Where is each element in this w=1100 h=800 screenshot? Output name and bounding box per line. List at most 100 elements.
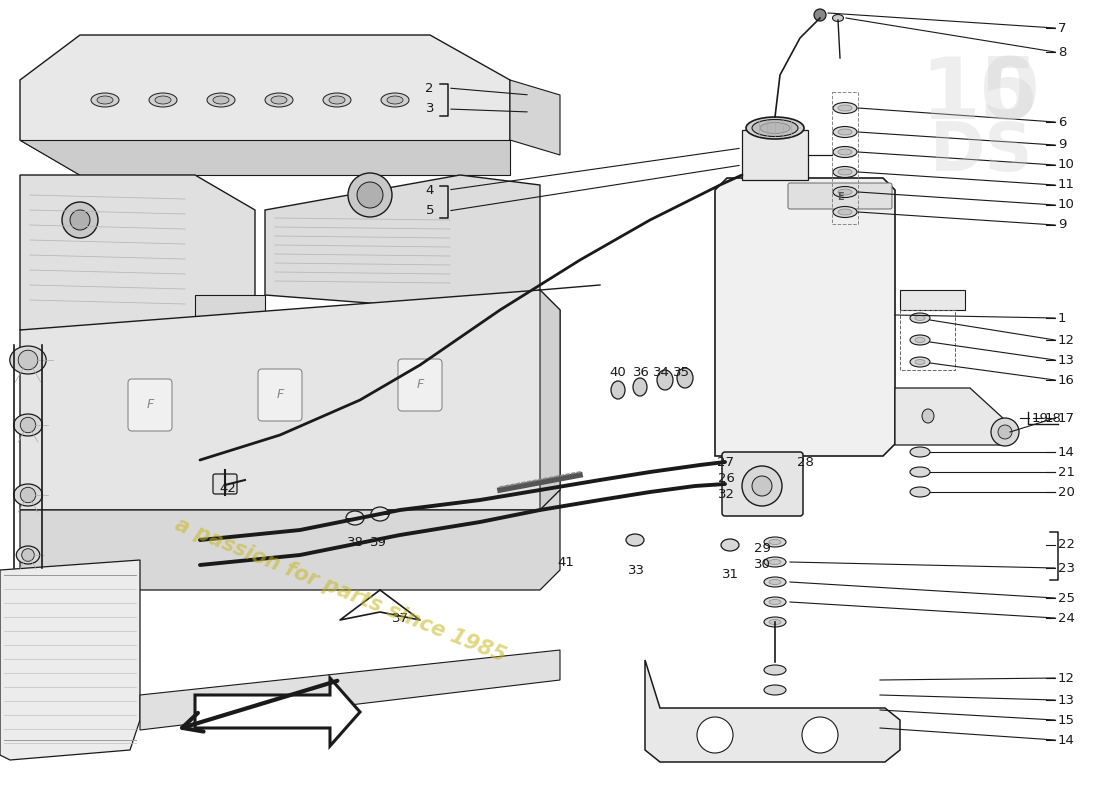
Text: 10: 10 — [1058, 198, 1075, 211]
Ellipse shape — [746, 117, 804, 139]
Text: 25: 25 — [1058, 591, 1075, 605]
Polygon shape — [195, 295, 265, 380]
Text: 42: 42 — [220, 482, 236, 494]
Text: 22: 22 — [1058, 538, 1075, 551]
Ellipse shape — [271, 96, 287, 104]
Ellipse shape — [381, 93, 409, 107]
Ellipse shape — [91, 93, 119, 107]
FancyBboxPatch shape — [722, 452, 803, 516]
Text: 11: 11 — [1058, 178, 1075, 191]
Polygon shape — [540, 290, 560, 510]
Text: 28: 28 — [796, 455, 813, 469]
Ellipse shape — [760, 122, 790, 134]
Ellipse shape — [764, 665, 786, 675]
Ellipse shape — [838, 105, 853, 111]
Ellipse shape — [764, 537, 786, 547]
Ellipse shape — [752, 119, 798, 137]
Text: 14: 14 — [1058, 446, 1075, 458]
Ellipse shape — [915, 359, 925, 365]
Ellipse shape — [838, 129, 853, 135]
Ellipse shape — [764, 685, 786, 695]
Text: F: F — [417, 378, 424, 391]
Ellipse shape — [329, 96, 345, 104]
Polygon shape — [0, 560, 140, 760]
Ellipse shape — [915, 315, 925, 321]
Circle shape — [742, 466, 782, 506]
Ellipse shape — [20, 418, 35, 433]
Text: 21: 21 — [1058, 466, 1075, 478]
Circle shape — [70, 210, 90, 230]
Polygon shape — [20, 290, 560, 510]
Ellipse shape — [676, 368, 693, 388]
Text: 7: 7 — [1058, 22, 1067, 34]
FancyBboxPatch shape — [398, 359, 442, 411]
Text: 39: 39 — [370, 535, 386, 549]
Ellipse shape — [22, 549, 34, 562]
FancyBboxPatch shape — [788, 183, 892, 209]
Text: 12: 12 — [1058, 334, 1075, 346]
Ellipse shape — [769, 539, 781, 545]
Polygon shape — [900, 290, 965, 310]
Text: 5: 5 — [426, 205, 434, 218]
Text: 27: 27 — [717, 455, 735, 469]
Circle shape — [697, 717, 733, 753]
Polygon shape — [140, 650, 560, 730]
Circle shape — [62, 202, 98, 238]
Ellipse shape — [910, 335, 930, 345]
Ellipse shape — [764, 597, 786, 607]
Text: 3: 3 — [426, 102, 434, 115]
Ellipse shape — [323, 93, 351, 107]
Text: 14: 14 — [1058, 734, 1075, 746]
Ellipse shape — [833, 186, 857, 198]
Polygon shape — [742, 130, 808, 180]
Ellipse shape — [657, 370, 673, 390]
FancyBboxPatch shape — [213, 474, 236, 494]
Text: F: F — [146, 398, 154, 411]
Text: 13: 13 — [1058, 354, 1075, 366]
Ellipse shape — [371, 507, 389, 521]
Ellipse shape — [387, 96, 403, 104]
Polygon shape — [895, 388, 1005, 445]
Text: 36: 36 — [632, 366, 649, 378]
Polygon shape — [20, 490, 560, 590]
Text: 38: 38 — [346, 535, 363, 549]
Text: 18: 18 — [1045, 411, 1062, 425]
Polygon shape — [20, 175, 255, 330]
Text: 30: 30 — [754, 558, 770, 570]
Text: 19: 19 — [1032, 411, 1049, 425]
Ellipse shape — [97, 96, 113, 104]
Ellipse shape — [346, 511, 364, 525]
Circle shape — [991, 418, 1019, 446]
Ellipse shape — [626, 534, 644, 546]
Text: 40: 40 — [609, 366, 626, 378]
FancyBboxPatch shape — [128, 379, 172, 431]
Ellipse shape — [833, 126, 857, 138]
Ellipse shape — [265, 93, 293, 107]
FancyBboxPatch shape — [258, 369, 303, 421]
Text: 26: 26 — [717, 471, 735, 485]
Text: 9: 9 — [1058, 218, 1066, 231]
Polygon shape — [20, 140, 510, 175]
Circle shape — [998, 425, 1012, 439]
Ellipse shape — [764, 577, 786, 587]
Ellipse shape — [764, 617, 786, 627]
Text: 37: 37 — [392, 611, 408, 625]
Text: 1: 1 — [1058, 311, 1067, 325]
Polygon shape — [265, 175, 540, 310]
Ellipse shape — [13, 484, 42, 506]
Text: 29: 29 — [754, 542, 770, 554]
Circle shape — [752, 476, 772, 496]
Ellipse shape — [213, 96, 229, 104]
Text: 2: 2 — [426, 82, 434, 94]
Ellipse shape — [915, 338, 925, 342]
Text: 15: 15 — [1058, 714, 1075, 726]
Text: 20: 20 — [1058, 486, 1075, 498]
Ellipse shape — [910, 313, 930, 323]
Text: E: E — [837, 192, 844, 202]
Ellipse shape — [910, 487, 930, 497]
Text: 9: 9 — [1058, 138, 1066, 151]
Ellipse shape — [16, 546, 40, 564]
Ellipse shape — [910, 447, 930, 457]
Text: 31: 31 — [722, 569, 738, 582]
Text: 41: 41 — [558, 555, 574, 569]
